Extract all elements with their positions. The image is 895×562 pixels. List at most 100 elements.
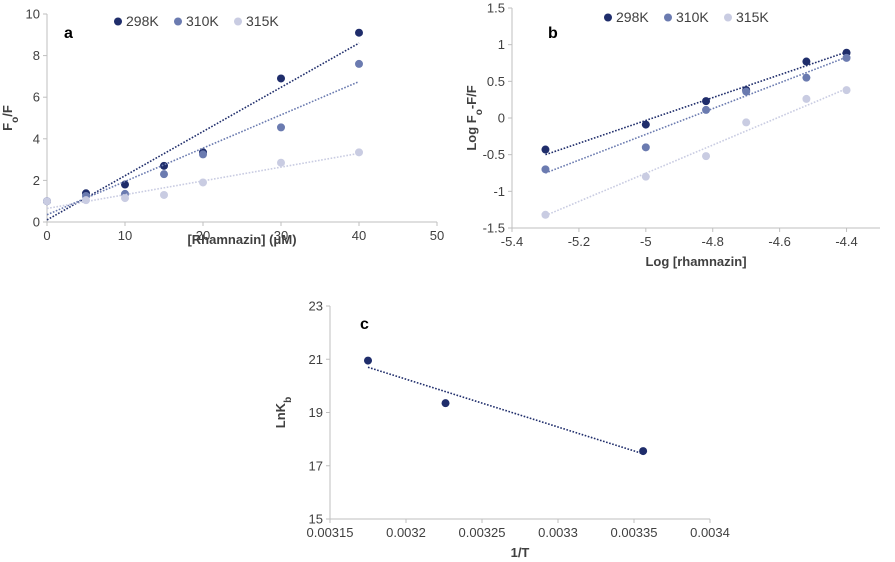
data-point xyxy=(160,161,168,170)
data-point xyxy=(541,145,550,154)
series-310k xyxy=(541,53,851,174)
data-point xyxy=(802,57,811,66)
y-tick-label: 0 xyxy=(498,111,505,126)
data-point xyxy=(199,150,207,159)
x-tick-label: 0.0033 xyxy=(538,525,578,540)
data-point xyxy=(702,105,711,114)
series-315k xyxy=(541,86,851,219)
legend-entry: 298K xyxy=(616,9,649,25)
y-tick-label: 2 xyxy=(33,173,40,188)
y-axis-label-subscript: o xyxy=(10,117,21,123)
panel-a: 0 10 20 30 40 50 0 2 4 6 8 10 [Rhamnazin] (μM) Fo/F a 2… xyxy=(0,7,444,248)
y-tick-label: 19 xyxy=(309,405,323,420)
data-point xyxy=(541,165,550,174)
x-tick-label: -5.2 xyxy=(568,234,590,249)
y-axis-label-main: Log F xyxy=(464,115,479,150)
data-point xyxy=(842,53,851,62)
series-315k xyxy=(43,148,363,210)
y-axis-label: Fo/F xyxy=(0,105,21,131)
data-point xyxy=(742,87,751,96)
data-point xyxy=(639,447,648,456)
panel-b: -5.4 -5.2 -5 -4.8 -4.6 -4.4 -1.5 -1 -0.5 0 0.5 1 1.5… xyxy=(464,1,880,269)
data-point xyxy=(277,74,285,83)
y-axis-label-subscript: o xyxy=(474,109,485,115)
x-tick-label: 20 xyxy=(196,228,210,243)
y-axis-label-subscript: b xyxy=(283,397,294,403)
legend-entry: 310K xyxy=(186,13,219,29)
series-0 xyxy=(364,356,648,456)
data-point xyxy=(842,86,851,95)
data-point xyxy=(641,120,650,129)
x-tick-label: 0 xyxy=(43,228,50,243)
legend-entry: 315K xyxy=(246,13,279,29)
y-tick-label: -0.5 xyxy=(483,147,505,162)
legend: 298K 310K 315K xyxy=(114,13,279,29)
trendline xyxy=(545,87,847,217)
data-point xyxy=(641,143,650,152)
data-point xyxy=(355,59,363,68)
x-tick-label: -4.8 xyxy=(702,234,724,249)
y-tick-label: 15 xyxy=(309,512,323,527)
y-tick-label: 23 xyxy=(309,299,323,314)
data-point xyxy=(541,210,550,219)
legend-entry: 315K xyxy=(736,9,769,25)
data-point xyxy=(277,123,285,132)
x-tick-label: 0.00325 xyxy=(459,525,506,540)
x-axis-label: Log [rhamnazin] xyxy=(645,254,746,269)
data-point xyxy=(364,356,372,365)
legend-marker xyxy=(114,17,122,26)
x-tick-label: -4.4 xyxy=(835,234,857,249)
x-tick-label: 0.0034 xyxy=(690,525,730,540)
data-point xyxy=(121,194,129,203)
data-point xyxy=(160,190,168,199)
data-point xyxy=(802,73,811,82)
data-point xyxy=(641,172,650,181)
y-tick-label: 17 xyxy=(309,458,323,473)
x-tick-label: 30 xyxy=(274,228,288,243)
y-tick-label: 0.5 xyxy=(487,74,505,89)
panel-label: b xyxy=(548,25,558,42)
series-298k xyxy=(43,28,363,221)
trendline xyxy=(367,366,644,455)
y-axis-label-main: F xyxy=(0,123,15,131)
x-tick-label: -5 xyxy=(640,234,652,249)
legend-marker xyxy=(234,17,242,26)
legend-entry: 310K xyxy=(676,9,709,25)
data-point xyxy=(702,152,711,161)
y-axis-label-tail: -F/F xyxy=(464,85,479,109)
data-point xyxy=(43,197,51,206)
x-axis-label: 1/T xyxy=(511,545,530,560)
series-298k xyxy=(541,48,851,156)
x-tick-label: 0.00335 xyxy=(611,525,658,540)
panel-label: c xyxy=(360,316,369,333)
data-point xyxy=(802,94,811,103)
y-tick-label: -1.5 xyxy=(483,221,505,236)
legend-marker xyxy=(174,17,182,26)
x-tick-label: 50 xyxy=(430,228,444,243)
y-axis-label-tail: /F xyxy=(0,105,15,117)
data-point xyxy=(199,178,207,187)
x-tick-label: -4.6 xyxy=(768,234,790,249)
legend: 298K 310K 315K xyxy=(604,9,769,25)
trendline xyxy=(545,51,847,156)
trendline xyxy=(46,80,360,216)
x-tick-label: 10 xyxy=(118,228,132,243)
data-point xyxy=(160,170,168,179)
legend-marker xyxy=(724,13,732,22)
y-axis-label: Log Fo-F/F xyxy=(464,85,485,150)
data-point xyxy=(355,148,363,157)
x-tick-label: 0.0032 xyxy=(386,525,426,540)
y-axis-label-main: LnK xyxy=(273,402,288,428)
series-310k xyxy=(43,59,363,216)
y-tick-label: 10 xyxy=(26,7,40,22)
trendline xyxy=(545,56,847,174)
trendline xyxy=(46,42,360,221)
data-point xyxy=(355,28,363,37)
data-point xyxy=(441,399,450,408)
panel-label: a xyxy=(64,25,73,42)
legend-entry: 298K xyxy=(126,13,159,29)
y-tick-label: 0 xyxy=(33,215,40,230)
y-tick-label: 1 xyxy=(498,37,505,52)
legend-marker xyxy=(664,13,672,22)
